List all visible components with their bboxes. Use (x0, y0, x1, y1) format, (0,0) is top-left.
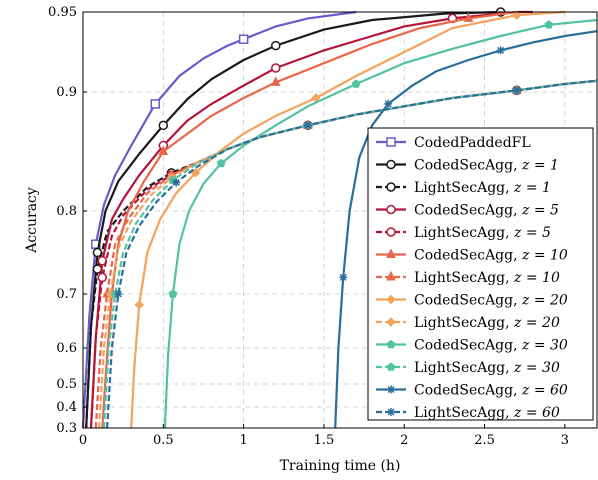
legend-box (367, 127, 594, 421)
legend-item: CodedSecAgg, z = 1 (376, 158, 559, 174)
series-group (334, 30, 598, 429)
data-point (97, 272, 108, 283)
legend-label: CodedSecAgg, z = 1 (414, 158, 559, 174)
data-point (463, 12, 474, 22)
series-group (106, 79, 598, 429)
data-point (512, 86, 521, 95)
legend-item: CodedSecAgg, z = 10 (376, 248, 568, 264)
legend-label: CodedSecAgg, z = 60 (414, 383, 568, 399)
data-point (271, 63, 281, 73)
data-point (351, 79, 361, 88)
series-line (101, 10, 517, 429)
y-tick-label: 0.95 (48, 5, 77, 20)
y-tick-label: 0.7 (56, 287, 77, 302)
data-point (386, 227, 396, 237)
data-point (216, 158, 226, 168)
data-point (386, 294, 396, 305)
series-line (85, 10, 501, 429)
legend-item: CodedSecAgg, z = 30 (376, 338, 568, 354)
data-point (134, 300, 144, 310)
x-tick-label: 1 (239, 433, 247, 448)
legend-item: LightSecAgg, z = 30 (376, 360, 560, 376)
data-point (387, 385, 395, 394)
series-layer (81, 7, 598, 429)
data-point (168, 289, 178, 298)
x-tick-label: 0 (79, 433, 87, 448)
series-group (81, 10, 357, 429)
data-point (270, 76, 281, 86)
y-tick-label: 0.3 (56, 421, 77, 436)
legend-label: LightSecAgg, z = 5 (414, 225, 551, 241)
y-tick-label: 0.9 (56, 85, 77, 100)
legend-item: LightSecAgg, z = 5 (376, 225, 551, 241)
legend: CodedPaddedFL CodedSecAgg, z = 1 LightSecA… (367, 127, 594, 421)
data-point (386, 339, 396, 349)
data-point (158, 120, 169, 131)
series-line (81, 10, 357, 429)
plot-frame (82, 11, 598, 429)
data-point (384, 99, 393, 108)
legend-label: CodedSecAgg, z = 5 (414, 203, 559, 219)
axes: 0 0.5 1 1.5 2 2.5 3 0.3 0.4 0.5 0.6 0.7 0.8 0.9 0.95 (48, 5, 598, 448)
data-point (97, 256, 108, 266)
legend-label: CodedSecAgg, z = 20 (414, 293, 568, 309)
x-axis-label: Training time (h) (280, 458, 401, 474)
data-point (238, 34, 249, 44)
legend-item: LightSecAgg, z = 20 (376, 315, 560, 331)
series-line (106, 79, 598, 429)
series-group (85, 7, 506, 429)
legend-label: LightSecAgg, z = 60 (414, 405, 560, 421)
data-point (339, 273, 348, 282)
data-point (114, 290, 123, 298)
y-tick-label: 0.4 (56, 400, 77, 415)
legend-item: CodedSecAgg, z = 20 (376, 293, 568, 309)
legend-item: LightSecAgg, z = 10 (376, 270, 560, 286)
legend-item: CodedSecAgg, z = 5 (376, 203, 559, 219)
series-line (163, 18, 598, 429)
y-tick-label: 0.6 (56, 341, 77, 356)
y-tick-label: 0.5 (56, 377, 77, 392)
y-axis-label: Accuracy (24, 187, 40, 254)
legend-label: LightSecAgg, z = 20 (414, 315, 560, 331)
data-point (386, 137, 396, 147)
data-point (172, 178, 181, 187)
x-tick-label: 3 (561, 433, 569, 448)
legend-label: LightSecAgg, z = 1 (414, 180, 551, 196)
data-point (496, 46, 505, 55)
data-point (386, 248, 396, 258)
legend-item: CodedPaddedFL (376, 135, 531, 151)
data-point (386, 317, 396, 327)
x-tick-label: 2.5 (474, 433, 495, 448)
data-point (386, 270, 396, 281)
data-point (387, 408, 395, 416)
data-point (386, 362, 396, 371)
data-point (271, 40, 281, 51)
legend-item: CodedSecAgg, z = 60 (376, 383, 568, 399)
data-point (303, 121, 312, 130)
legend-label: CodedPaddedFL (414, 135, 531, 151)
data-point (386, 182, 396, 192)
x-tick-label: 0.5 (153, 433, 174, 448)
legend-label: CodedSecAgg, z = 10 (414, 248, 568, 264)
data-point (158, 145, 169, 155)
x-tick-label: 2 (400, 433, 408, 448)
series-line (130, 10, 565, 429)
data-point (386, 204, 396, 215)
legend-label: LightSecAgg, z = 10 (414, 270, 560, 286)
legend-label: CodedSecAgg, z = 30 (414, 338, 568, 354)
x-tick-label: 1.5 (314, 433, 335, 448)
series-group (163, 18, 598, 429)
legend-label: LightSecAgg, z = 30 (414, 360, 560, 376)
legend-item: LightSecAgg, z = 60 (376, 405, 560, 421)
data-point (544, 20, 554, 29)
y-tick-label: 0.8 (56, 204, 77, 219)
data-point (150, 99, 161, 109)
series-line (89, 10, 533, 429)
series-line (334, 30, 598, 429)
legend-item: LightSecAgg, z = 1 (376, 180, 551, 196)
data-point (511, 10, 522, 20)
data-point (386, 159, 396, 170)
